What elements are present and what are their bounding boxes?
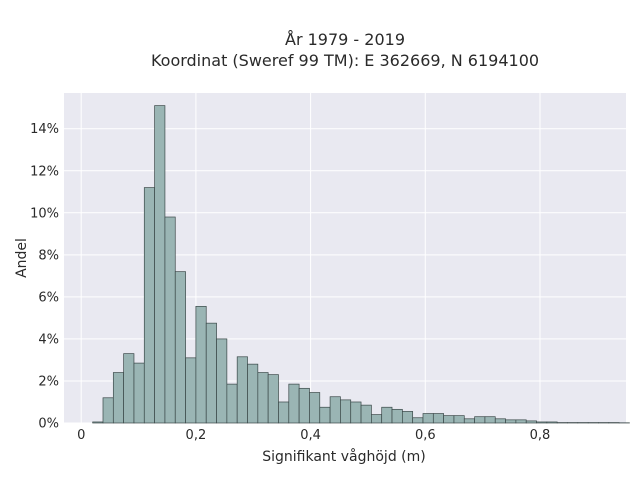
histogram-bar xyxy=(164,216,176,424)
x-tick-label: 0,4 xyxy=(300,428,321,443)
histogram-bar xyxy=(154,105,166,424)
histogram-bar xyxy=(226,383,238,424)
chart-title-line2: Koordinat (Sweref 99 TM): E 362669, N 61… xyxy=(151,51,539,70)
y-tick-label: 2% xyxy=(38,374,59,389)
chart-title-line1: År 1979 - 2019 xyxy=(285,30,405,49)
histogram-bar xyxy=(236,356,248,424)
histogram-bar xyxy=(494,418,506,424)
histogram-bar xyxy=(381,406,393,424)
histogram-bar xyxy=(329,396,341,424)
histogram-bar xyxy=(525,420,537,424)
histogram-bar xyxy=(546,421,558,424)
histogram-bar xyxy=(133,362,145,424)
histogram-bar xyxy=(360,404,372,424)
histogram-bar xyxy=(463,418,475,424)
x-tick-label: 0 xyxy=(77,428,85,443)
histogram-bar xyxy=(536,421,548,424)
histogram-bar xyxy=(174,271,186,424)
histogram-bar xyxy=(515,419,527,424)
y-tick-label: 10% xyxy=(30,206,59,221)
histogram-bar xyxy=(298,387,310,424)
histogram-bar xyxy=(350,401,362,424)
y-ticks: 0% 2% 4% 6% 8% 10% 12% 14% xyxy=(30,122,59,431)
y-tick-label: 0% xyxy=(38,417,59,432)
histogram-bar xyxy=(401,411,414,424)
histogram-bar xyxy=(340,399,352,424)
histogram-bar xyxy=(484,416,496,424)
histogram-bar xyxy=(422,413,434,424)
histogram-bar xyxy=(205,322,217,424)
histogram-bar xyxy=(432,413,444,424)
histogram-bar xyxy=(474,416,486,424)
x-tick-label: 0,6 xyxy=(415,428,436,443)
histogram-bar xyxy=(371,414,383,424)
histogram-bar xyxy=(185,357,197,424)
histogram-bar xyxy=(247,363,259,424)
y-tick-label: 12% xyxy=(30,164,59,179)
y-tick-label: 8% xyxy=(38,248,59,263)
x-axis-label: Signifikant våghöjd (m) xyxy=(262,448,425,465)
histogram-bar xyxy=(443,415,455,424)
histogram-bar xyxy=(309,392,321,424)
histogram-bar xyxy=(257,372,269,424)
histogram-bar xyxy=(453,415,465,424)
x-tick-label: 0,8 xyxy=(530,428,551,443)
histogram-bar xyxy=(102,397,114,424)
histogram-bar xyxy=(123,353,135,424)
y-tick-label: 6% xyxy=(38,290,59,305)
histogram-bar xyxy=(195,305,207,424)
histogram-bar xyxy=(412,417,424,424)
histogram-bar xyxy=(278,401,290,424)
histogram-bar xyxy=(319,406,331,424)
y-tick-label: 4% xyxy=(38,332,59,347)
x-ticks: 0 0,2 0,4 0,6 0,8 xyxy=(77,428,550,443)
histogram-bar xyxy=(391,408,403,424)
histogram-bar xyxy=(216,338,228,424)
histogram-bar xyxy=(143,187,155,424)
x-tick-label: 0,2 xyxy=(186,428,207,443)
histogram-bar xyxy=(267,374,279,424)
histogram-bar xyxy=(112,372,124,424)
histogram-bar xyxy=(92,421,104,424)
y-tick-label: 14% xyxy=(30,122,59,137)
bars xyxy=(92,105,630,424)
y-axis-label: Andel xyxy=(14,238,30,278)
histogram-bar xyxy=(288,383,300,424)
histogram-bar xyxy=(505,419,517,424)
